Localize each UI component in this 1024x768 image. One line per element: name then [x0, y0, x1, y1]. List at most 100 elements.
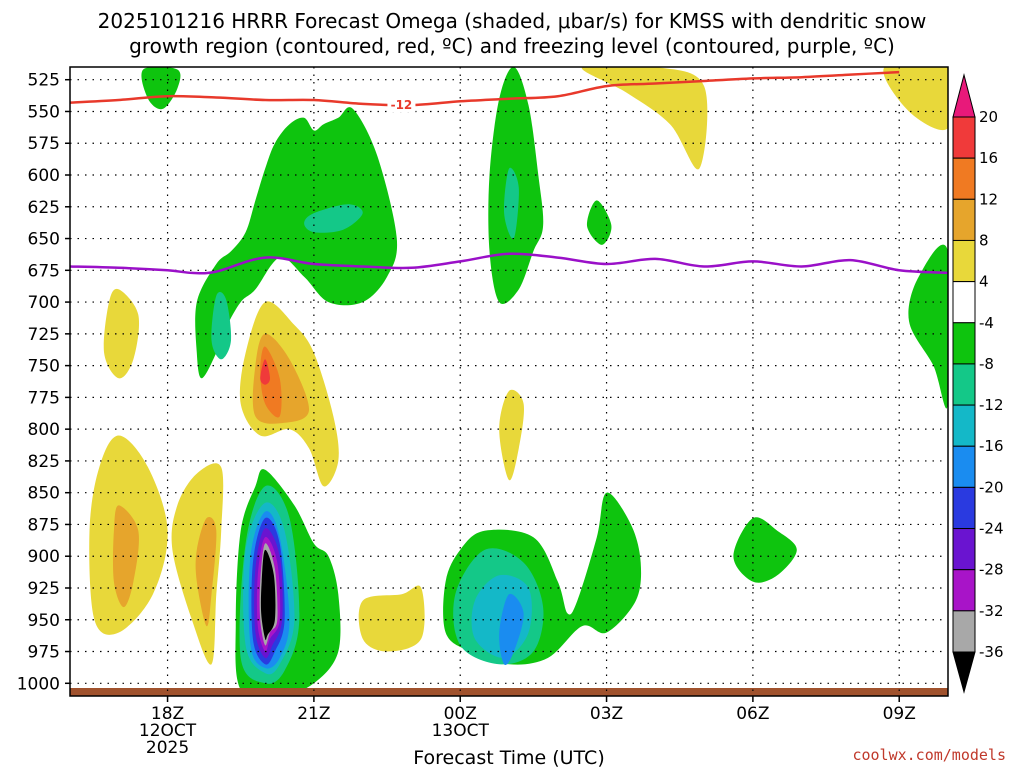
- colorbar-tick--28: -28: [979, 561, 1004, 579]
- subsidence-cell-lower-left: [89, 435, 168, 635]
- y-axis: 525 550 575 600 625 650 675 700 725 750 775 800 825 8…: [17, 71, 70, 694]
- y-tick-label-950: 950: [28, 611, 60, 631]
- subsidence-cell-small-00z: [499, 389, 525, 481]
- dendritic-growth-contour: [70, 70, 900, 107]
- x-tick-label-33-line-1: 09Z: [883, 704, 916, 724]
- x-tick-label-18-line-1: 18Z: [151, 704, 184, 724]
- y-tick-label-900: 900: [28, 547, 60, 567]
- ground-surface: [70, 688, 948, 696]
- colorbar-bin--16--12: [952, 404, 976, 447]
- colorbar-bin--24--20: [952, 486, 976, 530]
- subsidence-cell-left-700-level-1: [103, 288, 140, 379]
- contours: -12: [70, 70, 948, 275]
- colorbar-tick-12: 12: [979, 190, 998, 208]
- colorbar-bin--12--8: [952, 363, 976, 406]
- colorbar-tick--36: -36: [979, 643, 1004, 661]
- y-tick-label-850: 850: [28, 484, 60, 504]
- subsidence-cell-low-mid: [358, 585, 425, 652]
- colorbar-tick--32: -32: [979, 602, 1004, 620]
- subsidence-cell-lower-left-2: [171, 463, 224, 665]
- colorbar: 20 16 12 8 4 -4 -8 -12 -16 -20 -24 -28 -32 -36: [952, 73, 1004, 694]
- y-tick-label-650: 650: [28, 230, 60, 250]
- colorbar-bin-16-20: [952, 116, 976, 159]
- colorbar-tick-8: 8: [979, 231, 989, 249]
- upward-motion-cell-upper-mid-level-2: [304, 204, 363, 233]
- colorbar-bin-12-16: [952, 157, 976, 200]
- y-tick-label-700: 700: [28, 293, 60, 313]
- subsidence-cell-low-mid-level-1: [358, 585, 425, 652]
- colorbar-bin--8--4: [952, 322, 976, 365]
- plot-frame: [69, 66, 949, 697]
- x-tick-label-21-line-1: 21Z: [297, 704, 330, 724]
- upward-motion-cell-06z-level-1: [733, 517, 797, 583]
- chart-title-line-2: growth region (contoured, red, ºC) and f…: [129, 34, 895, 58]
- upward-motion-cell-upper-mid-level-1: [195, 107, 398, 379]
- upward-motion-cell-small-03z-level-1: [586, 200, 612, 245]
- y-tick-label-600: 600: [28, 166, 60, 186]
- colorbar-bottom-arrow: [952, 651, 976, 694]
- y-tick-label-800: 800: [28, 420, 60, 440]
- upward-motion-cell-00z-low: [443, 492, 642, 665]
- dendritic-growth-contour-label-bg: [387, 98, 416, 113]
- upward-motion-cell-main-core: [235, 469, 341, 696]
- subsidence-cell-main: [239, 301, 339, 487]
- upward-motion-cell-center: [488, 67, 544, 304]
- colorbar-bin--4-4: [952, 281, 976, 324]
- omega-shading: [89, 67, 948, 696]
- y-tick-label-775: 775: [28, 388, 60, 408]
- x-tick-label-24-line-1: 00Z: [444, 704, 477, 724]
- y-tick-label-750: 750: [28, 357, 60, 377]
- x-tick-label-24-line-2: 13OCT: [432, 721, 490, 741]
- colorbar-tick--12: -12: [979, 396, 1004, 414]
- y-tick-label-975: 975: [28, 643, 60, 663]
- subsidence-cell-main-level-4: [260, 359, 270, 385]
- y-tick-label-725: 725: [28, 325, 60, 345]
- y-tick-label-825: 825: [28, 452, 60, 472]
- upward-motion-cell-upper-mid-level-3: [211, 292, 232, 360]
- colorbar-tick-16: 16: [979, 149, 998, 167]
- dendritic-growth-contour-label: -12: [391, 98, 413, 112]
- x-tick-label-27-line-1: 03Z: [590, 704, 623, 724]
- plot-area: -12: [70, 67, 948, 696]
- credit-text: coolwx.com/models: [852, 746, 1006, 764]
- subsidence-cell-lower-left-level-2: [112, 505, 139, 608]
- subsidence-cell-top-right: [582, 67, 708, 170]
- upward-motion-cell-right-edge: [908, 244, 948, 409]
- colorbar-bin-8-12: [952, 198, 976, 241]
- y-tick-label-1000: 1000: [17, 674, 60, 694]
- colorbar-tick--8: -8: [979, 355, 994, 373]
- colorbar-tick-4: 4: [979, 273, 989, 291]
- colorbar-bin--20--16: [952, 445, 976, 488]
- upward-motion-cell-main-core-level-9: [260, 549, 276, 641]
- y-tick-label-525: 525: [28, 71, 60, 91]
- colorbar-bin--28--24: [952, 528, 976, 571]
- x-tick-label-18-line-2: 12OCT: [139, 721, 197, 741]
- y-tick-label-925: 925: [28, 579, 60, 599]
- upward-motion-cell-center-level-2: [503, 167, 519, 240]
- y-tick-label-675: 675: [28, 261, 60, 281]
- upward-motion-cell-top-left-level-1: [141, 67, 181, 110]
- subsidence-cell-small-00z-level-1: [499, 389, 525, 481]
- colorbar-tick--16: -16: [979, 437, 1004, 455]
- y-tick-label-625: 625: [28, 198, 60, 218]
- colorbar-tick-20: 20: [979, 108, 998, 126]
- upward-motion-cell-small-03z: [586, 200, 612, 245]
- upward-motion-cell-06z: [733, 517, 797, 583]
- subsidence-cell-top-right-level-1: [582, 67, 708, 170]
- y-tick-label-550: 550: [28, 102, 60, 122]
- y-tick-label-575: 575: [28, 134, 60, 154]
- upward-motion-cell-right-edge-level-1: [908, 244, 948, 409]
- chart-title-line-1: 2025101216 HRRR Forecast Omega (shaded, …: [98, 9, 927, 33]
- freezing-level-contour: [70, 252, 948, 275]
- x-tick-label-30-line-1: 06Z: [736, 704, 769, 724]
- subsidence-cell-lower-left-2-level-2: [195, 516, 217, 627]
- x-tick-label-18-line-3: 2025: [146, 738, 189, 758]
- colorbar-bin-4-8: [952, 239, 976, 283]
- colorbar-bin--32--28: [952, 569, 976, 612]
- colorbar-bin--36--32: [952, 610, 976, 653]
- colorbar-tick--4: -4: [979, 314, 994, 332]
- upward-motion-cell-00z-low-level-4: [499, 593, 524, 665]
- subsidence-cell-left-700: [103, 288, 140, 379]
